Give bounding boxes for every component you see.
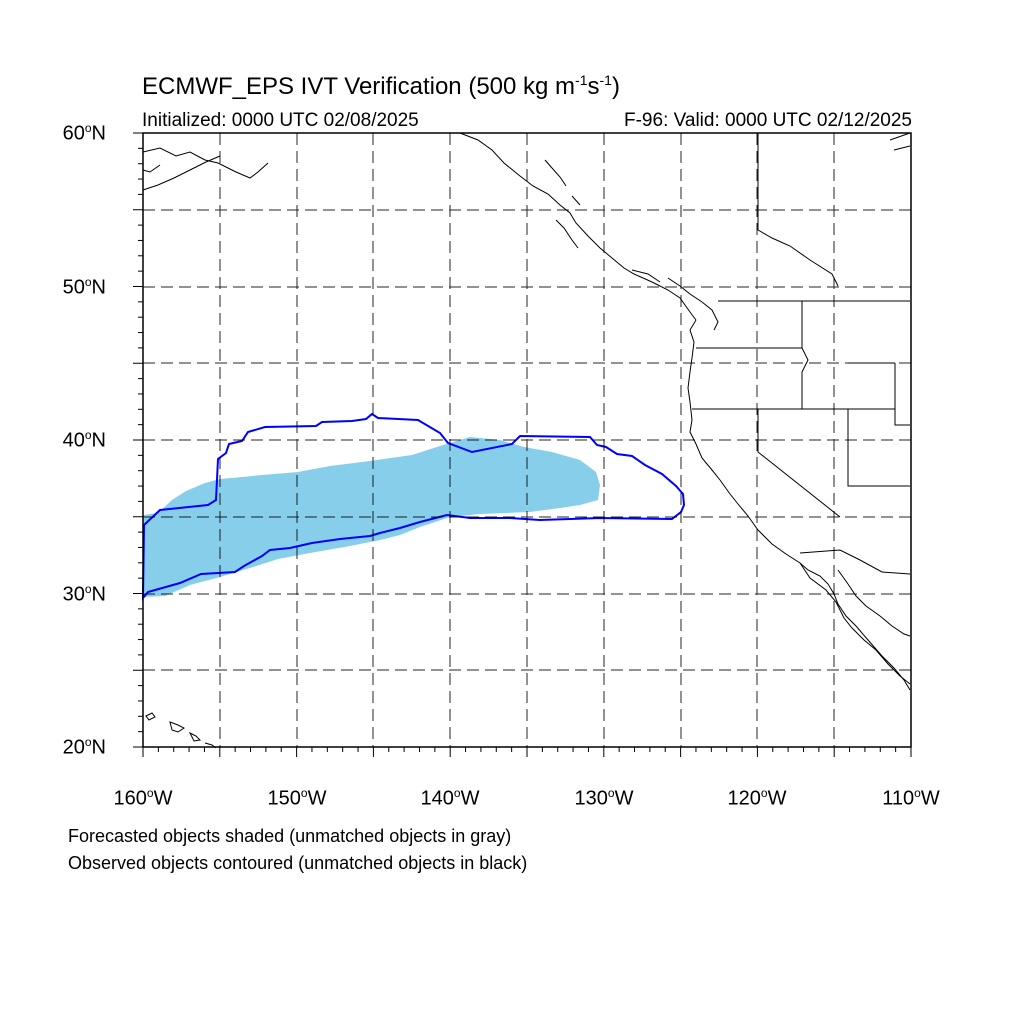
valid-time: F-96: Valid: 0000 UTC 02/12/2025: [624, 110, 912, 131]
forecast-note: Forecasted objects shaded (unmatched obj…: [68, 826, 512, 846]
observed-object-contour: [141, 412, 686, 601]
axis-ticks: [133, 132, 912, 757]
lat-label-60: 60oN: [62, 121, 106, 145]
lon-label-120w: 120oW: [727, 786, 787, 810]
forecast-object-shaded: [143, 437, 600, 597]
lat-label-40: 40oN: [62, 428, 106, 452]
graticule: [143, 133, 911, 747]
lon-label-160w: 160oW: [113, 786, 173, 810]
map-title: ECMWF_EPS IVT Verification (500 kg m-1s-…: [142, 72, 620, 100]
lat-label-30: 30oN: [62, 582, 106, 606]
lat-label-50: 50oN: [62, 275, 106, 299]
lat-label-20: 20oN: [62, 735, 106, 759]
lon-label-150w: 150oW: [267, 786, 327, 810]
lon-label-140w: 140oW: [420, 786, 480, 810]
lon-label-130w: 130oW: [574, 786, 634, 810]
initialized-time: Initialized: 0000 UTC 02/08/2025: [142, 110, 419, 131]
lon-label-110w: 110oW: [882, 786, 940, 810]
observed-note: Observed objects contoured (unmatched ob…: [68, 853, 528, 873]
